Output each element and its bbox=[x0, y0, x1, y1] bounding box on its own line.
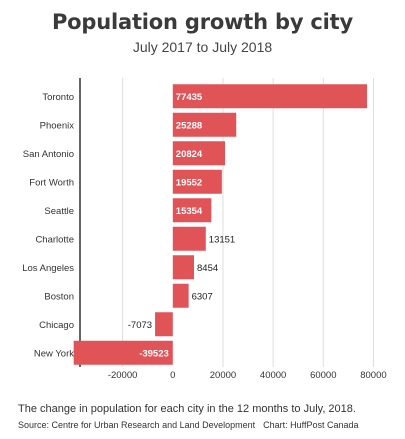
bar bbox=[172, 198, 212, 223]
bar-chart: Toronto 77435 Phoenix 25288 San Antonio 20824… bbox=[22, 78, 387, 381]
x-tick-label: 20000 bbox=[210, 370, 236, 381]
category-label: San Antonio bbox=[23, 149, 74, 160]
value-label: 6307 bbox=[192, 291, 213, 302]
bar bbox=[172, 283, 189, 308]
value-label: 13151 bbox=[209, 234, 235, 245]
footer-note: The change in population for each city i… bbox=[18, 403, 356, 415]
value-label: 25288 bbox=[176, 120, 202, 131]
x-tick-label: 40000 bbox=[260, 370, 286, 381]
category-label: Toronto bbox=[42, 92, 74, 103]
value-label: 20824 bbox=[176, 149, 203, 160]
bar bbox=[172, 141, 226, 166]
chart-title: Population growth by city bbox=[51, 10, 354, 34]
bar bbox=[172, 112, 237, 137]
category-label: Fort Worth bbox=[29, 177, 74, 188]
bar bbox=[155, 312, 173, 337]
x-tick-label: 80000 bbox=[360, 370, 386, 381]
category-label: Chicago bbox=[39, 320, 74, 331]
x-tick-label: -20000 bbox=[108, 370, 138, 381]
category-label: Boston bbox=[44, 291, 74, 302]
bar bbox=[73, 340, 173, 365]
footer-source-line: Source: Centre for Urban Research and La… bbox=[18, 420, 359, 430]
value-label: -39523 bbox=[139, 348, 169, 359]
value-label: 8454 bbox=[197, 263, 218, 274]
bar bbox=[172, 169, 222, 194]
bar bbox=[172, 84, 368, 109]
category-label: Phoenix bbox=[40, 120, 75, 131]
x-tick-label: 0 bbox=[170, 370, 175, 381]
value-label: 19552 bbox=[176, 177, 202, 188]
bar bbox=[172, 226, 206, 251]
value-label: 15354 bbox=[176, 206, 203, 217]
chart-credit: Chart: HuffPost Canada bbox=[263, 420, 359, 430]
category-label: Seattle bbox=[44, 206, 74, 217]
bar bbox=[172, 255, 195, 280]
chart-subtitle: July 2017 to July 2018 bbox=[132, 39, 273, 55]
x-tick-label: 60000 bbox=[310, 370, 336, 381]
value-label: -7073 bbox=[128, 320, 152, 331]
category-label: New York bbox=[34, 348, 74, 359]
category-label: Los Angeles bbox=[22, 263, 74, 274]
value-label: 77435 bbox=[176, 92, 203, 103]
category-label: Charlotte bbox=[35, 234, 74, 245]
source-text: Source: Centre for Urban Research and La… bbox=[18, 420, 256, 430]
